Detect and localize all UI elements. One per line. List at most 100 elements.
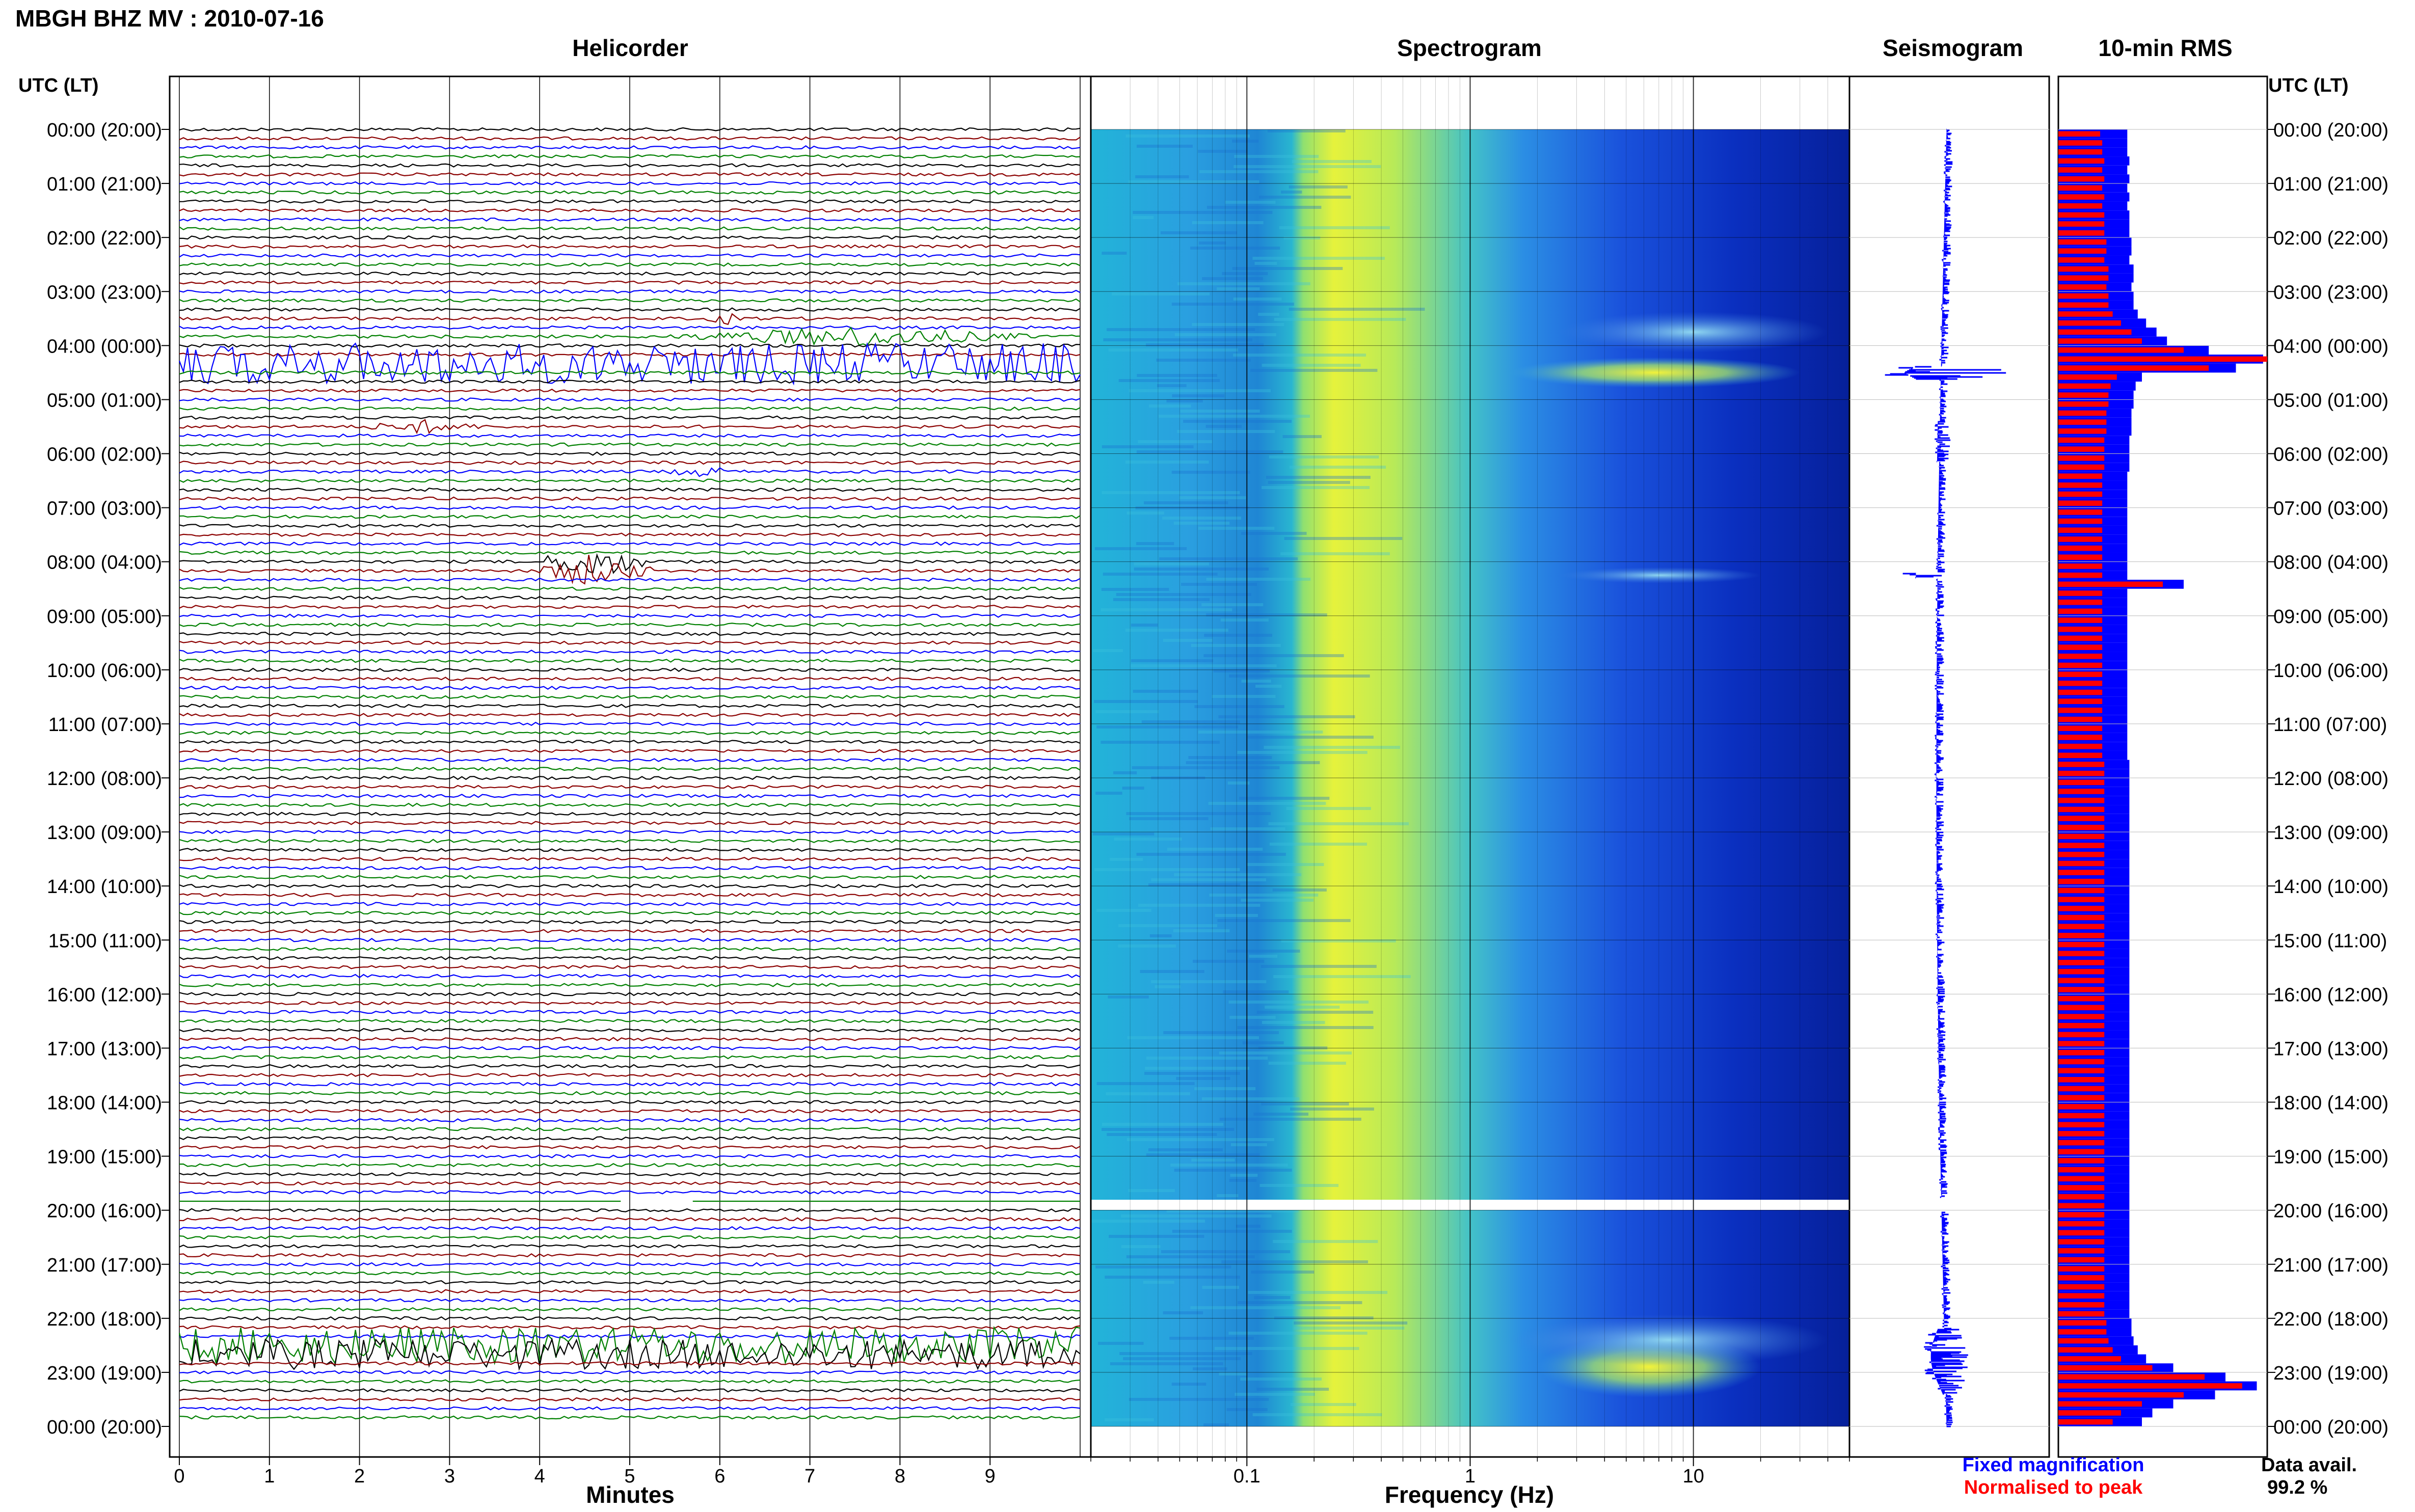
rms-bar-normalised bbox=[2058, 527, 2103, 533]
rms-bar-normalised bbox=[2058, 897, 2105, 902]
rms-bar-normalised bbox=[2058, 1311, 2105, 1317]
rms-bar-normalised bbox=[2058, 383, 2111, 389]
spectrogram-texture bbox=[1203, 654, 1344, 657]
helicorder-trace bbox=[179, 586, 1081, 591]
spectrogram-texture bbox=[1112, 292, 1210, 295]
time-tick-label: 15:00 (11:00) bbox=[2273, 930, 2387, 952]
spectrogram-texture bbox=[1107, 1133, 1217, 1136]
spectrogram-texture bbox=[1105, 1418, 1154, 1421]
helicorder-trace bbox=[179, 875, 1081, 879]
spectrogram-texture bbox=[1194, 705, 1284, 708]
helicorder-trace bbox=[179, 1325, 1081, 1330]
rms-bar-normalised bbox=[2058, 293, 2109, 299]
spectrogram-texture bbox=[1140, 970, 1204, 973]
spectrogram-texture bbox=[1266, 476, 1371, 479]
spectrogram-texture bbox=[1132, 766, 1280, 769]
spectrogram-texture bbox=[1134, 568, 1269, 571]
spectrogram-texture bbox=[1274, 1316, 1374, 1319]
helicorder-trace bbox=[179, 748, 1081, 753]
rms-bar-normalised bbox=[2058, 509, 2103, 515]
helicorder-trace bbox=[179, 596, 1081, 600]
helicorder-trace bbox=[179, 1244, 1081, 1249]
spectrogram-texture bbox=[1188, 756, 1272, 759]
spectrogram-texture bbox=[1198, 731, 1323, 734]
rms-bar-normalised bbox=[2058, 1239, 2105, 1245]
helicorder-trace bbox=[179, 740, 1081, 744]
time-tick-label: 07:00 (03:00) bbox=[2273, 498, 2389, 520]
frequency-axis-label: Frequency (Hz) bbox=[1385, 1481, 1554, 1508]
spectrogram-texture bbox=[1159, 557, 1298, 560]
spectrogram-texture bbox=[1096, 725, 1239, 728]
spectrogram-texture bbox=[1143, 1281, 1174, 1284]
spectrogram-texture bbox=[1289, 185, 1348, 188]
helicorder-trace bbox=[179, 1262, 1081, 1266]
spectrogram-texture bbox=[1183, 420, 1292, 423]
spectrogram-texture bbox=[1173, 929, 1230, 932]
rms-bar-normalised bbox=[2058, 536, 2103, 542]
helicorder-trace bbox=[179, 821, 1081, 825]
spectrogram-texture bbox=[1162, 517, 1242, 520]
rms-bar-normalised bbox=[2058, 716, 2103, 722]
helicorder-trace bbox=[179, 388, 1081, 393]
helicorder-trace bbox=[179, 1001, 1081, 1006]
spectrogram-texture bbox=[1268, 1062, 1346, 1065]
helicorder-trace bbox=[179, 911, 1081, 915]
spectrogram-texture bbox=[1190, 1306, 1341, 1309]
spectrogram-texture bbox=[1280, 552, 1390, 555]
spectrogram-texture bbox=[1174, 333, 1276, 336]
minute-tick-label: 3 bbox=[444, 1466, 455, 1487]
helicorder-trace bbox=[179, 1298, 1081, 1303]
spectrogram-texture bbox=[1230, 1143, 1267, 1146]
spectrogram-texture bbox=[1225, 201, 1276, 204]
helicorder-trace bbox=[179, 1280, 1081, 1285]
rms-bar-normalised bbox=[2058, 995, 2105, 1002]
spectrogram-texture bbox=[1217, 919, 1351, 922]
rms-bar-normalised bbox=[2058, 851, 2105, 857]
spectrogram-texture bbox=[1136, 542, 1174, 545]
minute-tick-label: 1 bbox=[264, 1466, 275, 1487]
helicorder-trace bbox=[179, 226, 1081, 231]
rms-bar-normalised bbox=[2058, 1203, 2105, 1209]
spectrogram-texture bbox=[1202, 277, 1263, 280]
rms-bar-normalised bbox=[2058, 1257, 2105, 1263]
helicorder-trace bbox=[179, 658, 1081, 663]
spectrogram-texture bbox=[1234, 155, 1319, 158]
rms-bar-normalised bbox=[2058, 185, 2103, 191]
helicorder-trace bbox=[179, 217, 1081, 222]
rms-bar-normalised bbox=[2058, 149, 2103, 155]
helicorder-trace bbox=[179, 893, 1081, 898]
spectrogram-texture bbox=[1238, 1301, 1362, 1304]
spectrogram-texture bbox=[1233, 165, 1381, 168]
helicorder-trace bbox=[179, 839, 1081, 843]
spectrogram-texture bbox=[1252, 257, 1385, 260]
spectrogram-texture bbox=[1174, 1169, 1292, 1172]
rms-bar-normalised bbox=[2058, 1401, 2142, 1407]
rms-bar-normalised bbox=[2058, 906, 2105, 911]
helicorder-trace bbox=[179, 1145, 1081, 1150]
minute-tick-label: 8 bbox=[895, 1466, 905, 1487]
spectrogram-texture bbox=[1146, 343, 1264, 346]
helicorder-trace bbox=[179, 1091, 1081, 1096]
spectrogram-texture bbox=[1256, 1388, 1329, 1391]
rms-bar-normalised bbox=[2058, 320, 2121, 326]
spectrogram-texture bbox=[1128, 1189, 1175, 1192]
rms-bar-normalised bbox=[2058, 1005, 2105, 1011]
helicorder-trace bbox=[179, 451, 1081, 456]
time-tick-label: 07:00 (03:00) bbox=[47, 498, 162, 520]
rms-bar-normalised bbox=[2058, 887, 2105, 894]
spectrogram-texture bbox=[1232, 267, 1343, 270]
frequency-tick-label: 1 bbox=[1465, 1466, 1475, 1487]
spectrogram-texture bbox=[1229, 1016, 1276, 1019]
spectrogram-texture bbox=[1118, 924, 1218, 927]
helicorder-trace bbox=[179, 550, 1081, 555]
spectrogram-texture bbox=[1136, 450, 1283, 453]
spectrogram-texture bbox=[1233, 298, 1282, 301]
spectrogram-texture bbox=[1218, 715, 1355, 718]
spectrogram-texture bbox=[1137, 374, 1217, 377]
time-tick-label: 13:00 (09:00) bbox=[47, 822, 162, 844]
helicorder-trace bbox=[179, 289, 1081, 294]
helicorder-trace bbox=[179, 298, 1081, 303]
spectrogram-texture bbox=[1125, 461, 1209, 464]
rms-bar-normalised bbox=[2058, 978, 2105, 984]
helicorder-trace bbox=[179, 154, 1081, 159]
